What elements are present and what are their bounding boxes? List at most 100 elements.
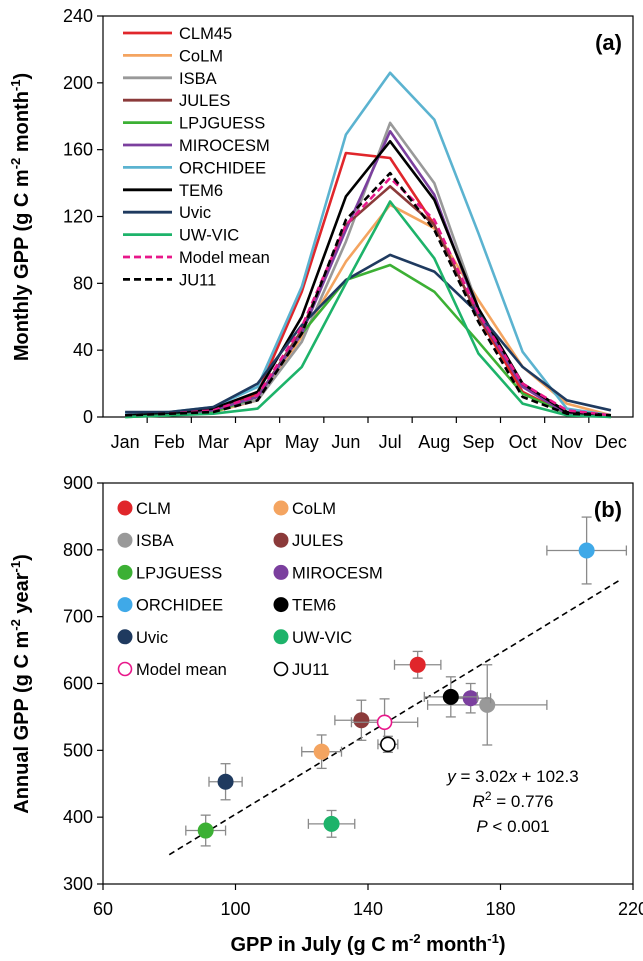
panel-a-y-tick-label: 240 <box>63 6 93 26</box>
panel-b-x-tick-label: 140 <box>353 899 383 919</box>
legend-marker-orchidee <box>117 597 133 613</box>
panel-a-x-tick-label: Apr <box>244 432 272 452</box>
panel-b-fit-line <box>168 579 621 856</box>
point-colm <box>301 734 343 770</box>
panel-a-x-tick-label: Dec <box>595 432 627 452</box>
legend-marker-jules <box>273 532 289 548</box>
panel-a-legend: CLM45 CoLM ISBA JULES LPJGUESS MIROCESM ORCHID… <box>123 25 270 289</box>
panel-a-y-ticks: 0 40 80 120 160 200 240 <box>63 6 103 427</box>
legend-label-colm: CoLM <box>179 47 223 65</box>
panel-b-y-tick-label: 800 <box>63 540 93 560</box>
panel-a-x-tick-label: Oct <box>509 432 537 452</box>
point-clm <box>393 650 442 679</box>
panel-a-y-axis-title: Monthly GPP (g C m-2 month-1) <box>8 73 33 361</box>
panel-a-line-model-mean <box>125 176 612 417</box>
point-lpjguess <box>185 814 227 847</box>
panel-b-x-tick-label: 220 <box>618 899 643 919</box>
panel-a-x-tick-label: Jul <box>379 432 402 452</box>
point-isba <box>426 664 548 746</box>
legend-marker-ju11 <box>273 661 289 677</box>
legend-marker-tem6 <box>273 597 289 613</box>
legend-label-orchidee: ORCHIDEE <box>136 597 223 615</box>
panel-b-x-tick-label: 100 <box>220 899 250 919</box>
panel-a-x-tick-label: Feb <box>154 432 185 452</box>
legend-marker-lpjguess <box>117 564 133 580</box>
point-ju11 <box>377 735 399 753</box>
panel-a-series-lines <box>125 71 612 419</box>
panel-a-y-tick-label: 200 <box>63 73 93 93</box>
legend-label-uvic: Uvic <box>136 629 168 647</box>
legend-marker-uw-vic <box>273 629 289 645</box>
legend-label-orchidee: ORCHIDEE <box>179 159 266 177</box>
legend-label-lpjguess: LPJGUESS <box>179 115 265 133</box>
marker-ju11 <box>380 736 396 753</box>
panel-b-y-tick-label: 900 <box>63 473 93 493</box>
panel-a-x-tick-label: Nov <box>551 432 583 452</box>
panel-a-label: (a) <box>595 30 622 55</box>
panel-b-y-tick-label: 400 <box>63 807 93 827</box>
panel-b-y-tick-label: 300 <box>63 874 93 894</box>
legend-label-jules: JULES <box>179 92 230 110</box>
marker-uvic <box>217 773 234 790</box>
panel-a-x-tick-label: Jan <box>111 432 140 452</box>
marker-model-mean <box>376 714 393 731</box>
legend-label-jules: JULES <box>292 532 343 550</box>
panel-b-legend: CLM CoLM ISBA JULES LPJGUESS MIROCESM ORCHIDEE… <box>117 500 383 679</box>
panel-a-x-tick-label: Jun <box>331 432 360 452</box>
panel-a-y-tick-label: 120 <box>63 207 93 227</box>
marker-tem6 <box>442 688 459 705</box>
legend-label-tem6: TEM6 <box>179 182 223 200</box>
legend-marker-colm <box>273 500 289 516</box>
panel-a-line-ju11 <box>125 171 611 417</box>
legend-label-uvic: Uvic <box>179 204 211 222</box>
legend-label-ju11: JU11 <box>179 271 216 289</box>
point-orchidee <box>546 516 628 585</box>
panel-b-r-squared: R2 = 0.776 <box>473 789 554 811</box>
panel-a-x-tick-label: May <box>285 432 319 452</box>
legend-label-model-mean: Model mean <box>179 249 270 267</box>
panel-a-line-chart: 0 40 80 120 160 200 240 Jan Feb Mar Apr May Jun Jul A… <box>8 6 634 452</box>
legend-label-mirocesm: MIROCESM <box>179 137 270 155</box>
panel-a-y-tick-label: 160 <box>63 140 93 160</box>
marker-uw-vic <box>323 815 340 832</box>
panel-b-x-tick-label: 60 <box>93 899 113 919</box>
legend-label-model-mean: Model mean <box>136 661 227 679</box>
legend-label-isba: ISBA <box>136 532 174 550</box>
panel-b-scatter-chart: 300 400 500 600 700 800 900 60 100 140 180 220 CLM… <box>8 473 643 956</box>
legend-marker-isba <box>117 532 133 548</box>
legend-label-clm: CLM <box>136 500 171 518</box>
panel-b-y-axis-title: Annual GPP (g C m-2 year-1) <box>8 554 33 814</box>
marker-mirocesm <box>462 690 479 707</box>
panel-b-p-value: P < 0.001 <box>476 817 549 836</box>
legend-marker-clm <box>117 500 133 516</box>
panel-a-y-tick-label: 40 <box>73 340 93 360</box>
point-uvic <box>208 763 243 801</box>
legend-label-mirocesm: MIROCESM <box>292 564 383 582</box>
panel-a-y-tick-label: 80 <box>73 273 93 293</box>
panel-b-x-axis-title: GPP in July (g C m-2 month-1) <box>230 931 505 956</box>
point-uw-vic <box>307 809 356 838</box>
legend-label-clm45: CLM45 <box>179 25 232 43</box>
panel-a-x-tick-label: Aug <box>418 432 450 452</box>
marker-clm <box>409 656 426 673</box>
legend-label-isba: ISBA <box>179 70 217 88</box>
marker-lpjguess <box>197 822 214 839</box>
panel-a-x-ticks: Jan Feb Mar Apr May Jun Jul Aug Sep Oct Nov Dec <box>111 417 627 452</box>
panel-b-equation: y = 3.02x + 102.3 <box>446 767 578 786</box>
panel-a-line-uw-vic <box>125 200 611 419</box>
panel-a-x-tick-label: Sep <box>462 432 494 452</box>
panel-b-y-tick-label: 500 <box>63 740 93 760</box>
legend-label-uw-vic: UW-VIC <box>179 227 239 245</box>
marker-isba <box>479 696 496 713</box>
legend-label-uw-vic: UW-VIC <box>292 629 352 647</box>
panel-b-x-tick-label: 180 <box>485 899 515 919</box>
panel-b-points <box>185 516 628 847</box>
panel-a-line-uvic <box>125 253 612 414</box>
legend-label-colm: CoLM <box>292 500 336 518</box>
legend-marker-model-mean <box>117 661 133 677</box>
legend-label-lpjguess: LPJGUESS <box>136 564 222 582</box>
point-tem6 <box>423 676 478 718</box>
panel-b-label: (b) <box>594 497 622 522</box>
panel-a-x-tick-label: Mar <box>198 432 229 452</box>
